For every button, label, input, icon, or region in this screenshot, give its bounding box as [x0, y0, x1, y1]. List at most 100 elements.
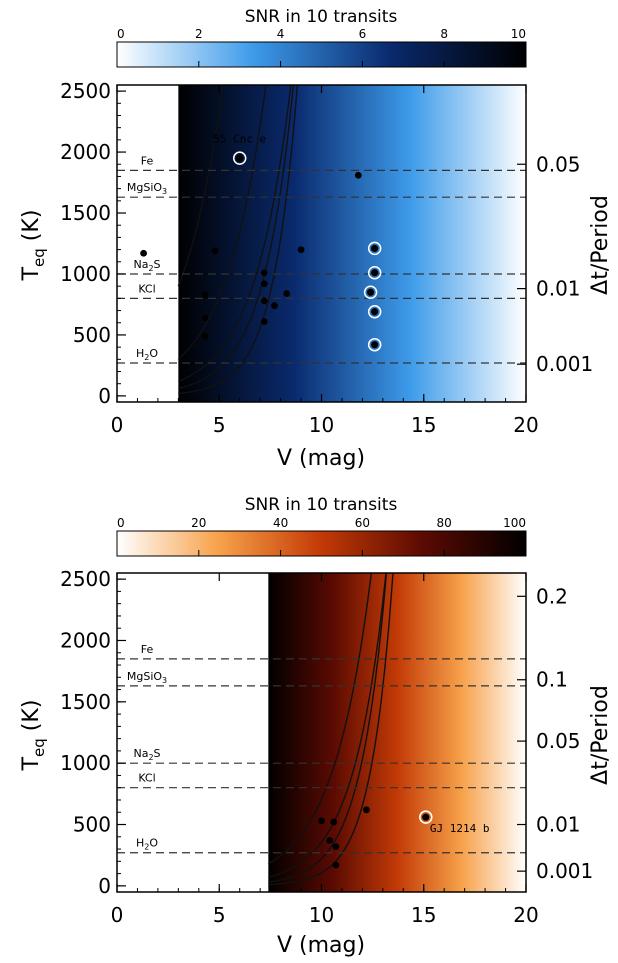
- planet-point: [140, 249, 147, 257]
- colorbar-tick-label: 80: [437, 516, 452, 530]
- planet-highlight-ring: [367, 266, 382, 280]
- planet-highlight-ring: [363, 285, 378, 300]
- planet-point: [283, 290, 291, 297]
- planet-point: [260, 318, 268, 325]
- y-tick-label: 1000: [60, 262, 111, 286]
- top-panel: SNR in 10 transits 0 2 4 6 8 10 Fe MgSiO3 Na2S K…: [19, 7, 613, 471]
- right-tick-label: 0.05: [536, 729, 581, 753]
- colorbar-ticks: 0 20 40 60 80 100: [116, 516, 527, 556]
- planet-highlight-ring: [367, 337, 382, 352]
- y-tick-label: 2000: [60, 628, 111, 652]
- planet-point: [260, 280, 268, 288]
- condensate-label: H2O: [136, 837, 158, 852]
- condensate-label: H2O: [136, 347, 158, 362]
- planet-point: [363, 806, 370, 814]
- snr-contour: [267, 573, 373, 865]
- x-tick-label: 15: [411, 413, 436, 437]
- planet-point: [271, 302, 278, 310]
- colorbar-tick-label: 0: [117, 516, 125, 530]
- planet-annotation: GJ 1214 b: [430, 822, 490, 835]
- x-axis-label: V (mag): [277, 446, 365, 471]
- planet-highlight-ring: [367, 305, 382, 319]
- planet-highlight-ring: [419, 810, 433, 824]
- colorbar-tick-label: 20: [191, 516, 206, 530]
- planet-highlight-point: [236, 154, 244, 162]
- y-tick-label: 2500: [60, 79, 111, 103]
- planet-highlight-point: [366, 288, 375, 296]
- condensate-label: Fe: [141, 643, 154, 656]
- planet-highlight-point: [371, 341, 379, 349]
- y-tick-label: 2000: [60, 140, 111, 164]
- planet-point: [260, 297, 268, 305]
- planet-point: [332, 861, 340, 869]
- planet-highlight-ring: [232, 151, 247, 165]
- y-tick-label: 500: [73, 813, 111, 837]
- right-tick-label: 0.1: [536, 668, 568, 692]
- right-axis-label: Δt/Period: [588, 195, 613, 295]
- right-tick-label: 0.001: [536, 859, 593, 883]
- x-tick-label: 10: [309, 413, 334, 437]
- planet-annotation: 55 Cnc e: [213, 132, 266, 145]
- colorbar: [116, 530, 527, 557]
- x-tick-label: 10: [309, 903, 334, 927]
- right-tick-label: 0.01: [536, 277, 581, 301]
- x-axis-label: V (mag): [277, 933, 365, 958]
- condensate-lines: [117, 658, 526, 854]
- colorbar-title: SNR in 10 transits: [245, 7, 398, 27]
- snr-contour: [268, 573, 387, 878]
- colorbar-title: SNR in 10 transits: [245, 495, 398, 515]
- x-tick-label: 20: [513, 903, 538, 927]
- colorbar-tick-label: 60: [355, 516, 370, 530]
- planet-point: [330, 818, 338, 826]
- heatmap-area: [117, 573, 526, 892]
- axis-ticks: 0 5 10 15 20 0 500 1000 1500 2000 2500 0.05 0.01 0.00…: [60, 79, 593, 437]
- planet-point: [201, 314, 209, 322]
- colorbar-tick-label: 6: [359, 27, 367, 41]
- condensate-label: Na2S: [133, 258, 160, 273]
- snr-contour: [178, 85, 292, 382]
- y-tick-label: 2500: [60, 567, 111, 591]
- x-tick-label: 0: [111, 413, 124, 437]
- y-tick-label: 500: [73, 323, 111, 347]
- planet-point: [326, 837, 334, 844]
- x-tick-label: 5: [213, 903, 226, 927]
- axis-ticks: 0 5 10 15 20 0 500 1000 1500 2000 2500 0.2 0.1 0.05 0.…: [60, 567, 593, 927]
- snr-contour: [177, 85, 267, 360]
- right-tick-label: 0.01: [536, 813, 581, 837]
- colorbar-ticks: 0 2 4 6 8 10: [116, 27, 527, 67]
- condensate-label: Fe: [141, 154, 154, 167]
- colorbar-tick-label: 2: [195, 27, 203, 41]
- snr-contours: [267, 573, 394, 886]
- y-tick-label: 0: [98, 384, 111, 408]
- y-tick-label: 1500: [60, 201, 111, 225]
- snr-contour: [178, 85, 299, 395]
- x-tick-label: 20: [513, 413, 538, 437]
- planet-markers: [140, 151, 382, 352]
- x-tick-label: 15: [411, 903, 436, 927]
- colorbar-tick-label: 100: [503, 516, 526, 530]
- y-tick-label: 1000: [60, 751, 111, 775]
- condensate-label: KCl: [138, 772, 155, 785]
- colorbar: [116, 41, 527, 68]
- colorbar-tick-label: 8: [440, 27, 448, 41]
- right-axis-label: Δt/Period: [588, 685, 613, 785]
- snr-heatmap: [268, 573, 526, 892]
- planet-point: [297, 246, 305, 253]
- heatmap-area: [117, 85, 526, 402]
- right-tick-label: 0.2: [536, 584, 568, 608]
- condensate-labels: Fe MgSiO3 Na2S KCl H2O: [127, 643, 167, 852]
- planet-point: [201, 291, 209, 299]
- y-axis-label: Teq (K): [19, 210, 48, 282]
- snr-contours: [177, 85, 299, 395]
- y-axis-label: Teq (K): [19, 700, 48, 772]
- planet-highlight-point: [422, 813, 430, 821]
- snr-contour: [268, 573, 388, 883]
- y-tick-label: 1500: [60, 690, 111, 714]
- condensate-labels: Fe MgSiO3 Na2S KCl H2O: [127, 154, 167, 362]
- y-tick-label: 0: [98, 874, 111, 898]
- condensate-lines: [117, 169, 526, 364]
- snr-contour: [268, 573, 394, 886]
- planet-highlight-point: [371, 308, 379, 316]
- colorbar-tick-label: 10: [511, 27, 526, 41]
